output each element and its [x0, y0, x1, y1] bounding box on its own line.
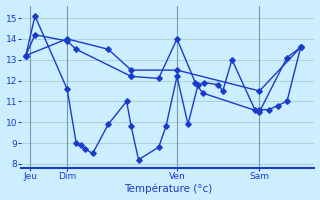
X-axis label: Température (°c): Température (°c)	[124, 184, 212, 194]
